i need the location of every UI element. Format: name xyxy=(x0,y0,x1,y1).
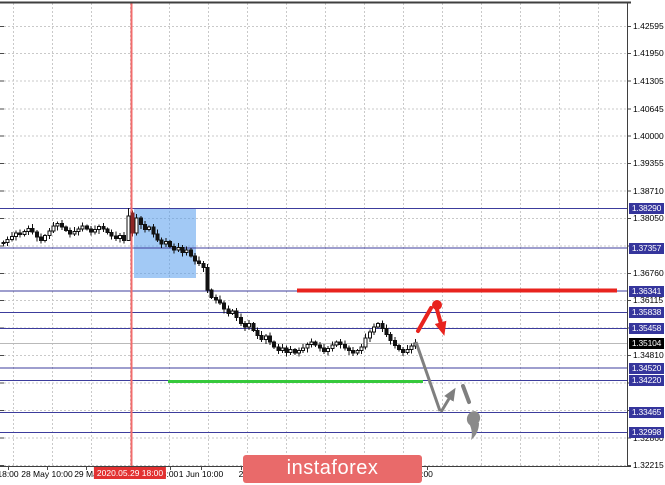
price-tick-label: 1.40000 xyxy=(633,130,664,141)
time-tick-label: 1 Jun 10:00 xyxy=(178,469,224,479)
price-tick-label: 1.42595 xyxy=(633,21,664,31)
time-tick-label: 18:00 xyxy=(0,469,19,479)
time-tick-label: 29 Ma xyxy=(74,469,98,479)
price-tick-label: 1.38710 xyxy=(633,185,664,196)
current-price-badge: 1.35104 xyxy=(629,338,664,349)
price-level-badge: 1.36341 xyxy=(629,285,664,297)
price-tick-label: 1.40645 xyxy=(633,103,664,114)
price-tick-label: 1.36115 xyxy=(633,295,664,305)
price-tick-label: 1.41950 xyxy=(633,48,664,58)
selected-time-badge: 2020.05.29 18:00 xyxy=(93,467,167,479)
time-tick-label: 2 xyxy=(238,469,244,479)
price-level-badge: 1.33465 xyxy=(629,407,664,418)
price-level-badge: 1.35838 xyxy=(629,307,664,318)
price-level-badge: 1.32998 xyxy=(629,427,664,438)
price-level-badge: 1.37357 xyxy=(629,242,664,254)
price-level-badge: 1.34220 xyxy=(629,375,664,386)
price-tick-label: 1.36760 xyxy=(633,268,664,278)
price-level-badge: 1.38290 xyxy=(629,203,664,214)
price-level-badge: 1.35458 xyxy=(629,323,664,334)
time-tick-label: 28 May 10:00 xyxy=(21,469,73,479)
instaforex-watermark: instaforex xyxy=(243,455,422,483)
price-tick-label: 1.41305 xyxy=(633,75,664,86)
time-tick-label: 8:00 xyxy=(161,469,179,479)
price-tick-label: 1.38050 xyxy=(633,213,664,223)
price-tick-label: 1.32215 xyxy=(633,460,664,470)
price-tick-label: 1.39355 xyxy=(633,158,664,168)
price-tick-label: 1.34810 xyxy=(633,350,664,360)
price-level-badge: 1.34520 xyxy=(629,362,664,374)
time-tick-label: :00 xyxy=(421,469,433,479)
